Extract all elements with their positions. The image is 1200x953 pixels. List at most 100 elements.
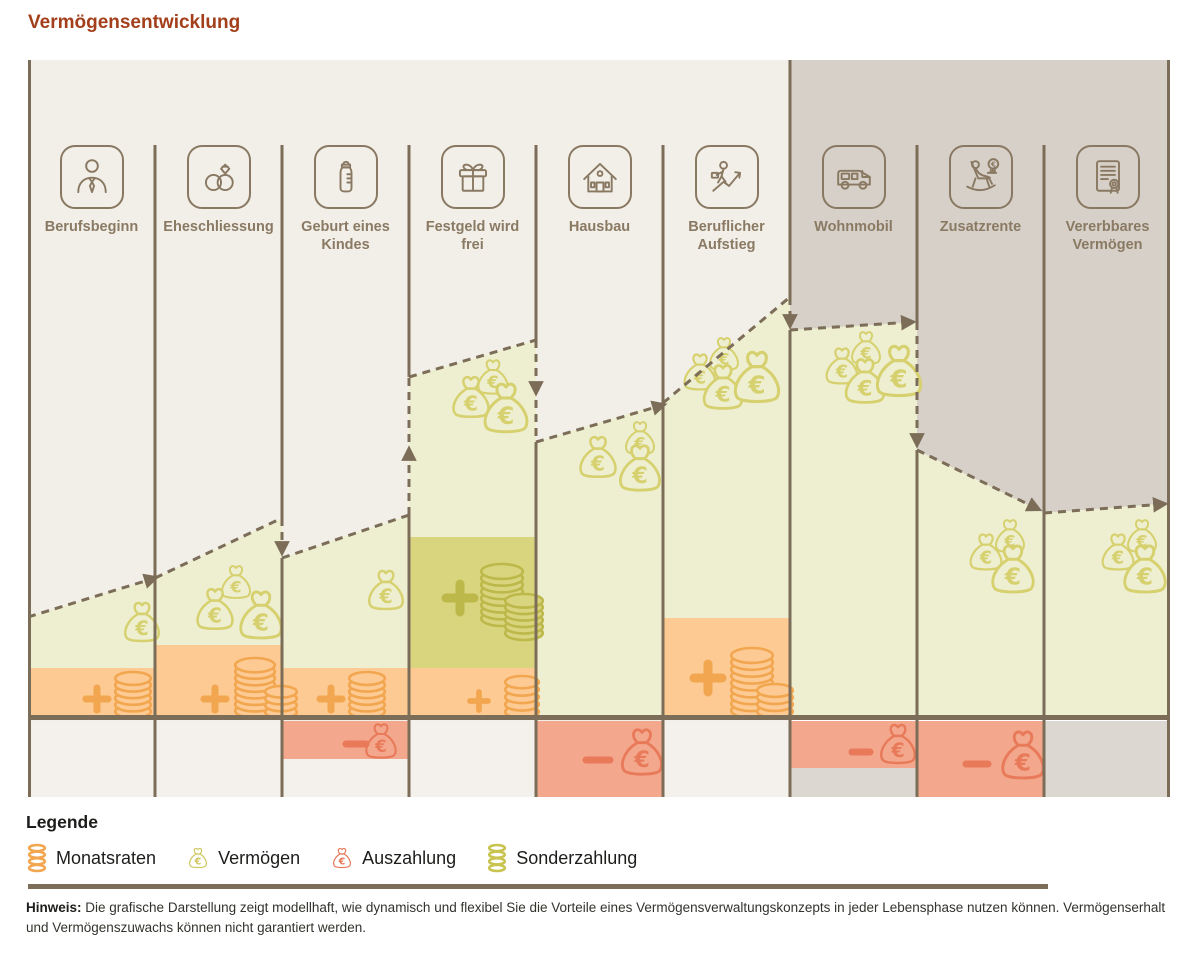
coin-stack-icon — [755, 682, 795, 720]
column-header-8: € Zusatzrente — [917, 145, 1044, 236]
svg-text:€: € — [338, 856, 346, 867]
svg-text:€: € — [747, 371, 765, 400]
page-title: Vermögensentwicklung — [28, 12, 241, 33]
money-bag-icon: € — [702, 364, 744, 410]
legend-item: Sonderzahlung — [486, 843, 637, 873]
legend-item: € Auszahlung — [330, 846, 456, 870]
money-bag-icon: € — [875, 344, 923, 398]
svg-text:€: € — [714, 382, 730, 407]
phase-label: Vererbbares Vermögen — [1065, 219, 1150, 254]
trend-dashed-line — [916, 448, 1043, 512]
svg-text:€: € — [1014, 749, 1031, 776]
plus-sign — [689, 659, 727, 697]
svg-text:€: € — [633, 747, 650, 773]
money-bag-icon: € — [851, 331, 881, 365]
legend: Legende Monatsraten € Vermögen € Auszahl… — [26, 812, 637, 873]
svg-text:€: € — [1136, 563, 1153, 590]
phase-label: Zusatzrente — [939, 219, 1022, 235]
money-bag-icon: € — [368, 569, 404, 611]
plus-sign — [200, 684, 230, 714]
coin-stack-icon — [27, 843, 47, 873]
legend-items: Monatsraten € Vermögen € Auszahlung Sonde… — [26, 843, 637, 873]
svg-text:€: € — [1111, 549, 1124, 569]
svg-text:€: € — [374, 736, 387, 756]
legend-item-label: Auszahlung — [362, 847, 457, 868]
trend-dashed-line — [1043, 497, 1169, 515]
svg-text:€: € — [989, 161, 995, 169]
money-bag-icon: € — [969, 533, 1003, 571]
phase-label: Geburt eines Kindes — [301, 219, 390, 254]
disclaimer-label: Hinweis: — [26, 900, 82, 915]
phase-label: Hausbau — [568, 219, 631, 235]
certificate-icon — [1095, 160, 1120, 194]
disclaimer: Hinweis: Die grafische Darstellung zeigt… — [26, 898, 1178, 939]
legend-item: € Vermögen — [186, 846, 300, 870]
phase-icon-box — [313, 145, 378, 209]
phase-icon-box — [440, 145, 505, 209]
money-bag-icon: € — [733, 350, 781, 404]
wealth-development-chart: € € € € € € € € € € € — [28, 60, 1170, 797]
money-bag-icon: € — [333, 847, 352, 869]
column-header-7: Wohnmobil — [790, 145, 917, 236]
legend-item-label: Monatsraten — [56, 847, 157, 868]
wealth-area — [28, 297, 1170, 718]
money-bag-icon: € — [189, 847, 208, 869]
svg-text:€: € — [134, 617, 148, 640]
svg-text:€: € — [979, 549, 992, 569]
money-bag-icon: € — [189, 847, 208, 869]
camper-van-icon — [836, 169, 871, 190]
phase-icon-box — [59, 145, 124, 209]
baseline-axis — [28, 715, 1170, 720]
coin-stack-icon — [113, 670, 153, 720]
phase-icon-box: € — [948, 145, 1013, 209]
column-header-4: Festgeld wird frei — [409, 145, 536, 254]
svg-text:€: € — [1004, 563, 1021, 590]
house-icon — [582, 162, 617, 193]
money-bag-icon: € — [825, 347, 859, 385]
column-header-1: Berufsbeginn — [28, 145, 155, 236]
money-bag-icon: € — [196, 587, 234, 631]
svg-text:€: € — [590, 451, 605, 475]
money-bag-icon: € — [124, 601, 160, 643]
coin-stack-icon — [503, 592, 545, 642]
money-bag-icon: € — [619, 444, 661, 492]
money-bag-icon: € — [452, 375, 490, 419]
plus-sign — [441, 579, 479, 617]
phase-icon-box — [1075, 145, 1140, 209]
divider-line — [28, 884, 1048, 889]
svg-text:€: € — [207, 603, 222, 627]
plus-sign — [316, 684, 346, 714]
phase-icon-box — [186, 145, 251, 209]
svg-text:€: € — [194, 856, 202, 867]
money-bag-icon: € — [1123, 544, 1167, 594]
money-bag-icon: € — [333, 847, 352, 869]
phase-label: Berufsbeginn — [44, 219, 139, 235]
svg-text:€: € — [252, 609, 269, 636]
svg-text:€: € — [229, 578, 241, 597]
coin-stack-icon — [503, 674, 541, 720]
money-bag-icon: € — [621, 728, 663, 776]
column-header-6: Beruflicher Aufstieg — [663, 145, 790, 254]
legend-title: Legende — [26, 812, 98, 832]
money-bag-icon: € — [483, 382, 529, 434]
baby-bottle-icon — [339, 160, 352, 193]
column-header-2: Eheschliessung — [155, 145, 282, 236]
wedding-rings-icon — [204, 163, 234, 192]
money-bag-icon: € — [579, 435, 617, 479]
gift-icon — [458, 163, 487, 192]
money-bag-icon: € — [365, 723, 397, 759]
svg-text:€: € — [378, 585, 392, 608]
plus-sign — [82, 684, 112, 714]
money-bag-icon: € — [1001, 730, 1045, 780]
svg-text:€: € — [835, 363, 848, 383]
legend-item-label: Vermögen — [218, 847, 301, 868]
column-header-3: Geburt eines Kindes — [282, 145, 409, 254]
coin-stack-icon — [347, 670, 387, 720]
plus-sign — [467, 689, 491, 713]
rocking-chair-pension-icon: € — [965, 158, 999, 192]
trend-dashed-line — [154, 516, 283, 580]
employee-icon — [76, 159, 107, 194]
phase-icon-box — [694, 145, 759, 209]
svg-text:€: € — [463, 391, 478, 415]
